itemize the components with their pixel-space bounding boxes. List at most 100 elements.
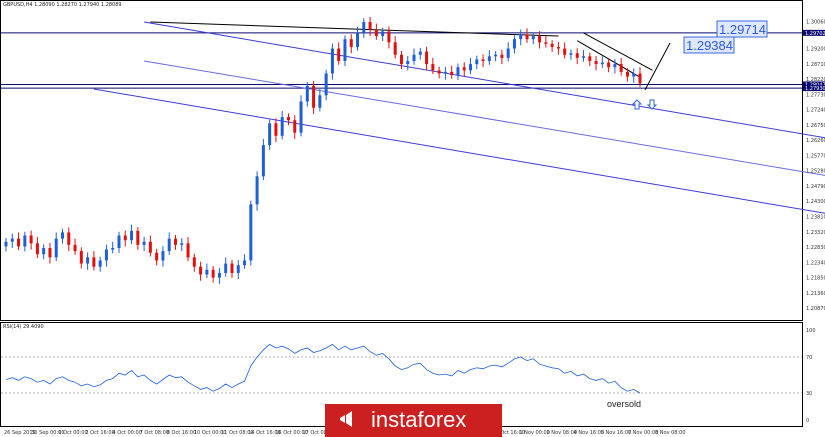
candle-body [569, 53, 573, 55]
price-tick-label: 1.21360 [806, 291, 825, 297]
candle-body [199, 266, 203, 275]
candle-body [86, 257, 90, 264]
candle-body [594, 60, 598, 65]
rsi-tick-label: 30 [806, 391, 812, 397]
watermark-text: instaforex [371, 407, 466, 432]
price-tick-label: 1.23810 [806, 215, 825, 221]
time-tick-label: 11 Oct 08:00 [221, 430, 254, 436]
price-tick-label: 1.27240 [806, 108, 825, 114]
time-tick-label: 17 Oct 08:00 [302, 430, 335, 436]
candle-body [356, 32, 360, 47]
price-tick-label: 1.25770 [806, 153, 825, 159]
candle-body [494, 54, 498, 57]
time-tick-label: 4 Oct 00:00 [113, 430, 142, 436]
candle-body [79, 251, 83, 264]
price-tick-label: 1.23320 [806, 230, 825, 236]
candle-body [431, 64, 435, 71]
rsi-header: RSI(14) 29.4090 [3, 324, 44, 330]
candle-body [104, 249, 108, 261]
time-tick-label: 7 Nov 00:00 [628, 430, 659, 436]
candle-body [619, 64, 623, 72]
candle-body [506, 48, 510, 58]
candle-body [249, 204, 253, 261]
down-arrow-icon [646, 99, 658, 110]
candle-body [456, 67, 460, 76]
candle-body [625, 71, 629, 77]
candle-body [217, 272, 221, 278]
candle-body [148, 241, 152, 253]
trendline [93, 88, 825, 214]
price-marker-box [803, 29, 825, 36]
price-tick-label: 1.22340 [806, 260, 825, 266]
candle-body [92, 257, 96, 267]
candle-body [186, 243, 190, 258]
candle-body [48, 247, 52, 258]
candle-body [211, 269, 215, 278]
candle-body [67, 232, 71, 245]
rsi-tick-label: 70 [806, 355, 812, 361]
candle-body [274, 123, 278, 136]
candle-body [550, 43, 554, 47]
candle-body [588, 56, 592, 61]
candle-body [374, 29, 378, 37]
candle-body [23, 235, 27, 247]
candle-body [575, 53, 579, 58]
candle-body [180, 243, 184, 245]
time-tick-label: 2 Oct 16:00 [85, 430, 114, 436]
price-tick-label: 1.22830 [806, 245, 825, 251]
candle-body [538, 36, 542, 43]
candle-body [387, 31, 391, 43]
watermark-banner [325, 404, 502, 437]
candle-body [600, 62, 604, 65]
time-tick-label: 10 Oct 00:00 [194, 430, 227, 436]
candle-body [632, 73, 636, 77]
time-tick-label: 28 Oct 16:00 [492, 430, 525, 436]
candle-body [60, 232, 64, 239]
instaforex-logo-icon [340, 411, 352, 427]
price-marker-label: 1.27930 [805, 86, 825, 92]
candle-body [299, 101, 303, 133]
price-tick-label: 1.26750 [806, 123, 825, 129]
candle-body [481, 59, 485, 61]
candle-body [230, 263, 234, 273]
candle-body [243, 260, 247, 266]
time-tick-label: 8 Nov 08:00 [655, 430, 686, 436]
time-tick-label: 4 Nov 16:00 [574, 430, 605, 436]
rsi-line [5, 343, 641, 394]
candle-body [337, 48, 341, 61]
time-tick-label: 7 Oct 08:00 [140, 430, 169, 436]
trendline [583, 32, 653, 71]
candle-body [173, 238, 177, 245]
candle-body [613, 64, 617, 68]
candle-body [17, 238, 21, 247]
candle-body [293, 120, 297, 133]
candle-body [525, 34, 529, 40]
candle-body [4, 241, 8, 247]
label-lower: 1.29384 [686, 38, 733, 53]
candle-body [130, 230, 134, 241]
price-tick-label: 1.21850 [806, 276, 825, 282]
time-tick-label: 1 Nov 00:00 [519, 430, 550, 436]
candle-body [343, 39, 347, 61]
candle-body [475, 59, 479, 65]
trendline [150, 21, 559, 37]
price-tick-label: 1.29200 [806, 47, 825, 53]
label-upper-box [716, 20, 768, 38]
rsi-tick-label: 0 [806, 418, 809, 424]
candle-body [167, 238, 171, 252]
candle-body [236, 265, 240, 273]
projection-arrow-line [644, 42, 671, 91]
price-tick-label: 1.27730 [806, 92, 825, 98]
candle-body [255, 176, 259, 205]
price-tick-label: 1.20870 [806, 306, 825, 312]
label-upper: 1.29714 [719, 22, 766, 37]
candle-body [519, 34, 523, 40]
candle-body [324, 73, 328, 96]
time-tick-label: 14 Oct 16:00 [248, 430, 281, 436]
time-tick-label: 8 Oct 16:00 [167, 430, 196, 436]
candle-body [286, 117, 290, 121]
candle-body [563, 48, 567, 55]
candle-body [381, 31, 385, 37]
price-tick-label: 1.24790 [806, 184, 825, 190]
